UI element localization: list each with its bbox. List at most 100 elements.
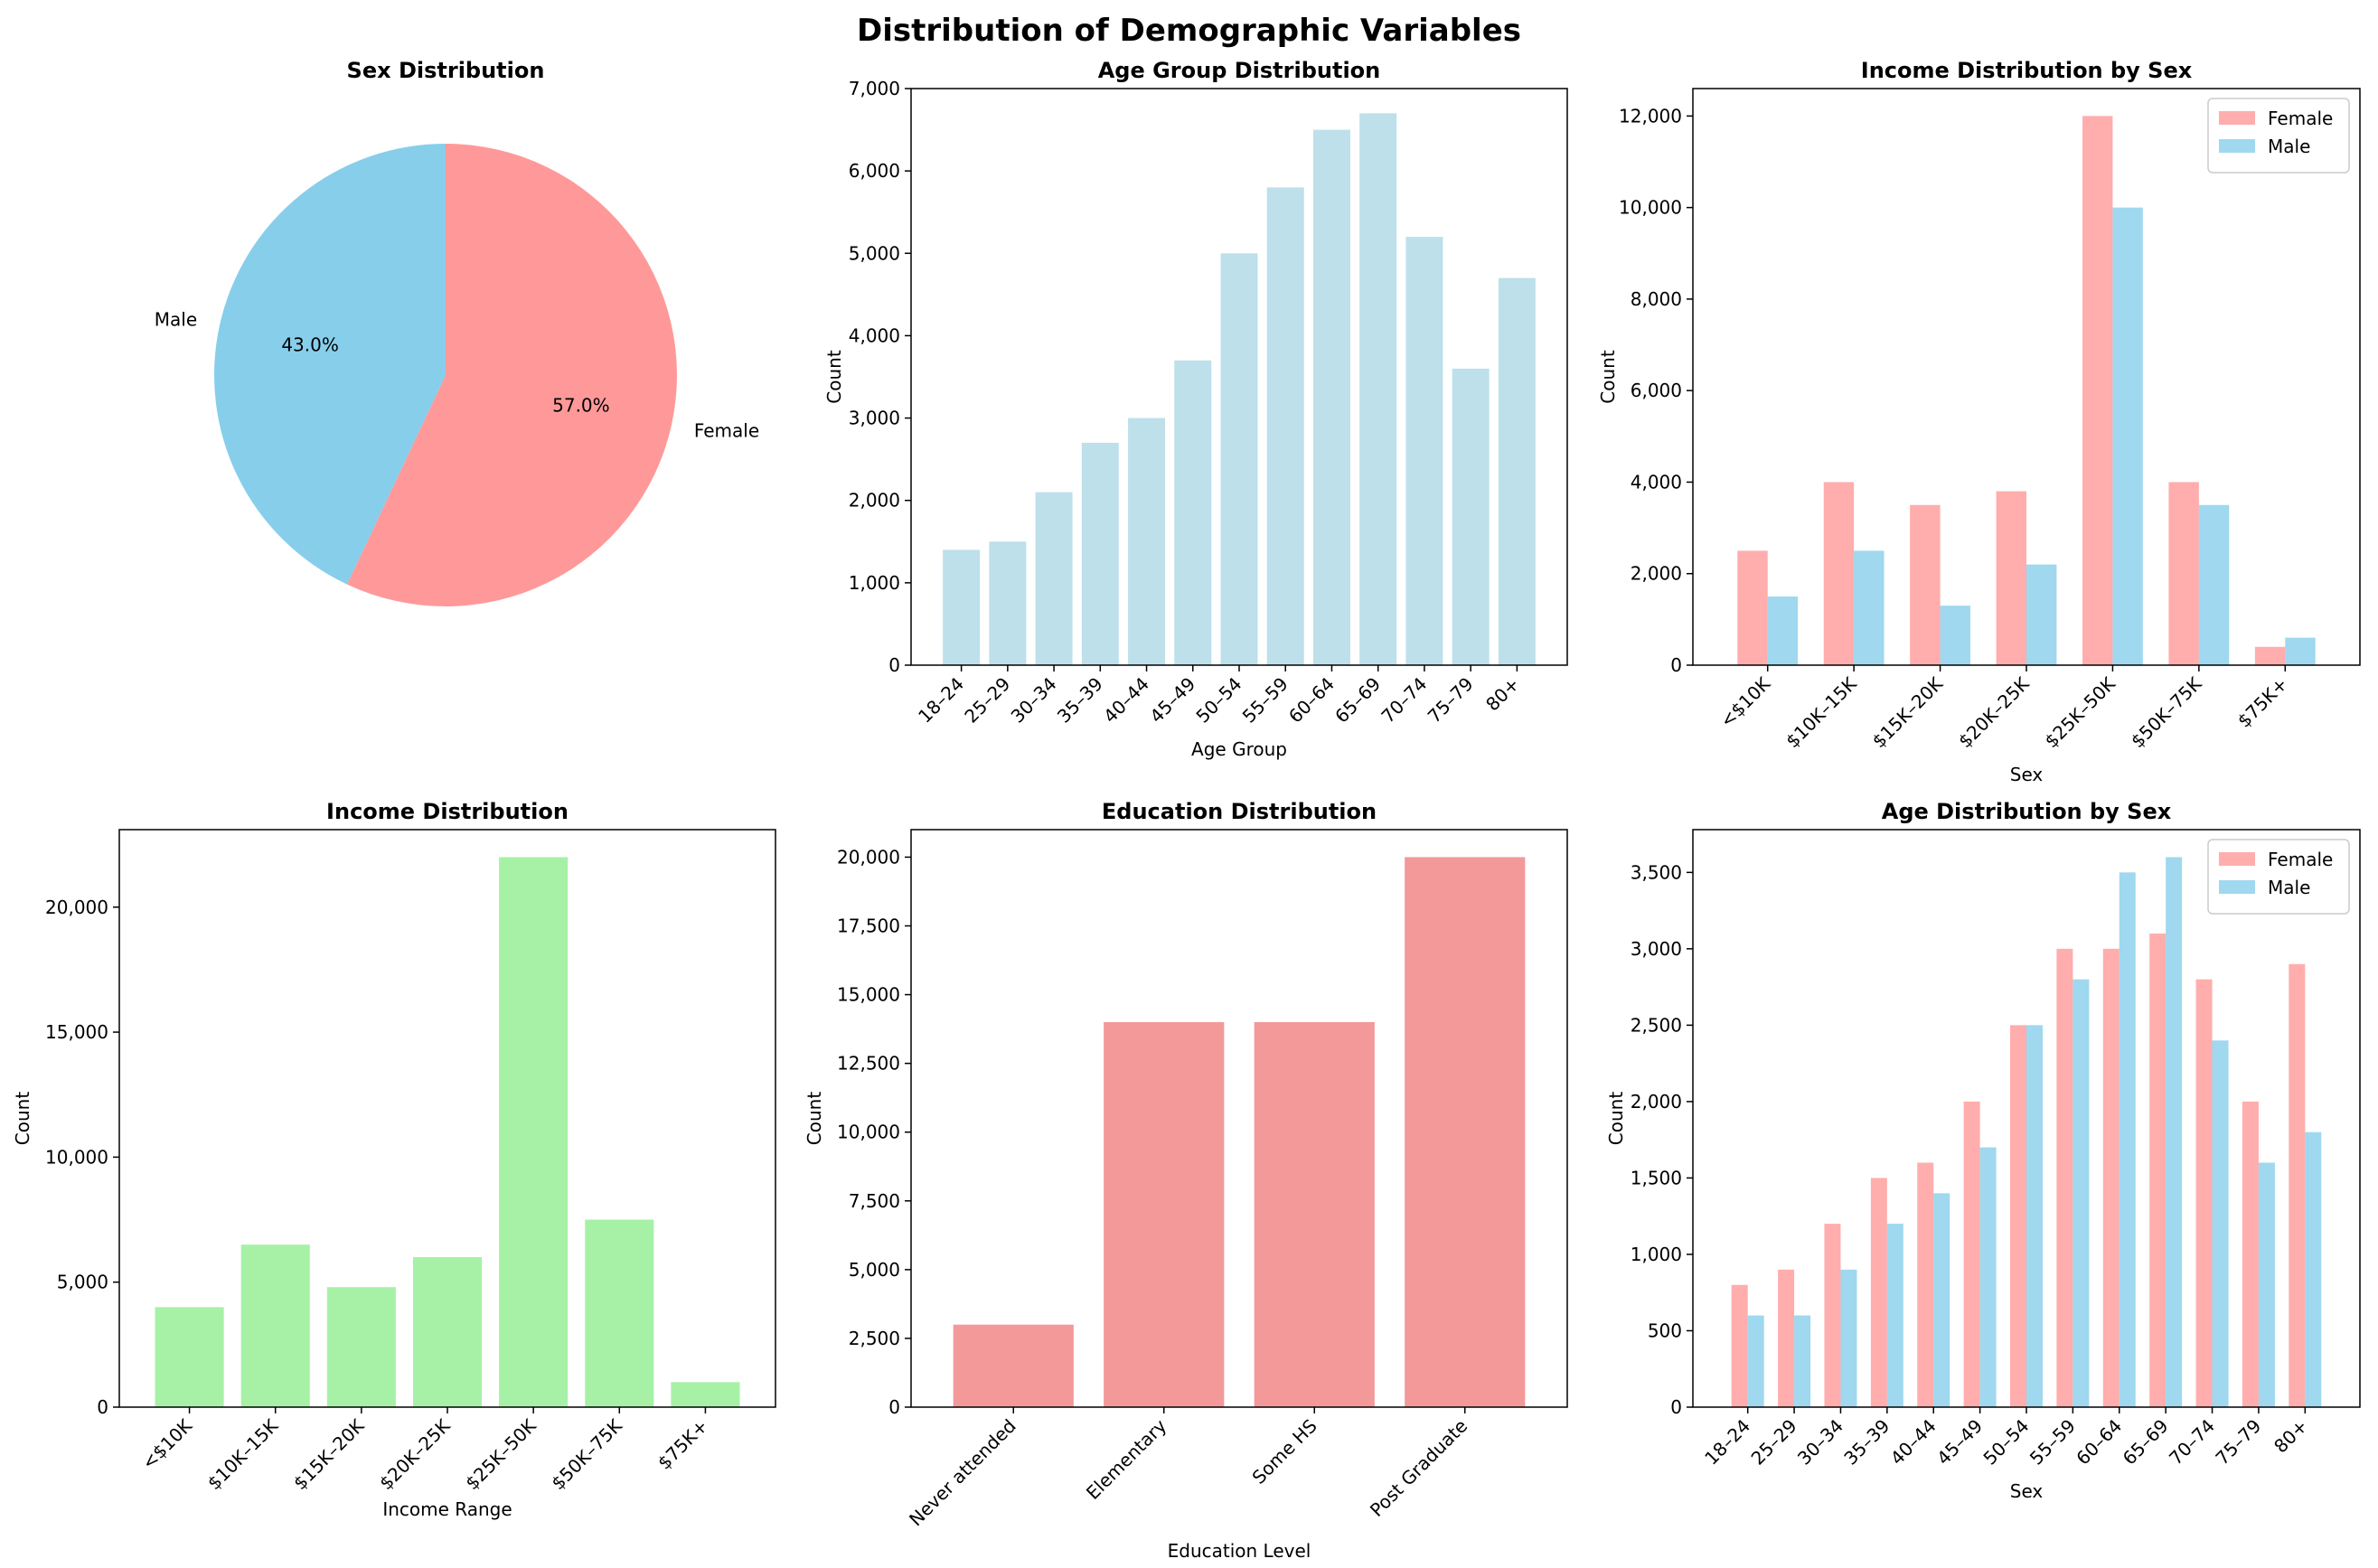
bar-male-2 [1940,606,1970,665]
chart-age: Age Group Distribution 18–2425–2930–3435–… [823,58,1568,760]
legend: Female Male [2207,98,2350,174]
axes-frame [118,829,776,1408]
x-tick-label: Some HS [1248,1415,1321,1488]
legend-swatch-male [2219,139,2255,153]
legend-label-female: Female [2268,108,2333,129]
bar-3 [1405,857,1526,1407]
pie-pct-label: 57.0% [552,395,610,417]
bar-male-6 [2026,1025,2043,1407]
x-tick-label: $15K–20K [289,1414,369,1494]
bar-7 [1266,187,1304,665]
bar-male-4 [2112,207,2143,665]
bar-11 [1452,368,1490,665]
x-tick-label: 75–79 [2211,1415,2265,1469]
y-tick-label: 2,000 [1631,1091,1682,1113]
bar-male-6 [2285,637,2316,665]
y-tick-label: 5,000 [849,1259,900,1281]
x-tick-label: 25–29 [960,673,1014,728]
y-tick-label: 12,000 [1619,105,1682,127]
bar-male-3 [2026,564,2057,665]
bar-12 [1498,277,1536,665]
y-tick-label: 6,000 [1631,380,1682,401]
bar-6 [671,1382,740,1407]
x-tick-label: $20K–25K [1954,672,2034,752]
y-tick-label: 3,000 [849,408,900,429]
chart-title: Age Group Distribution [1098,58,1381,83]
x-tick-label: 45–49 [1932,1415,1987,1469]
x-tick-label: Post Graduate [1366,1415,1471,1521]
x-tick-label: 80+ [1481,673,1524,716]
y-tick-label: 6,000 [849,160,900,182]
bar-male-0 [1747,1315,1764,1407]
x-tick-label: 65–69 [1330,673,1385,728]
bar-1 [1104,1022,1225,1407]
y-tick-label: 7,500 [849,1190,900,1212]
x-tick-label: $10K–15K [203,1414,283,1494]
y-axis-label: Count [823,350,845,404]
y-tick-label: 15,000 [837,984,900,1006]
axes-frame [1692,829,2361,1408]
chart-title: Age Distribution by Sex [1882,799,2172,824]
x-tick-label: 40–44 [1099,673,1153,728]
x-tick-label: 70–74 [1377,673,1431,728]
bar-female-12 [2289,963,2306,1407]
chart-title: Income Distribution [326,799,569,824]
bar-10 [1405,237,1443,665]
bar-2 [326,1287,396,1407]
chart-income_sex: Income Distribution by Sex<$10K $10K–15K $… [1597,58,2361,785]
y-axis-label: Count [1605,1092,1627,1146]
bar-female-0 [1737,550,1768,665]
bar-8 [1312,129,1350,666]
x-axis-label: Education Level [1168,1540,1311,1562]
x-tick-label: 80+ [2270,1415,2312,1458]
legend-swatch-male [2219,880,2255,894]
bar-female-2 [1910,504,1941,665]
y-tick-label: 0 [888,1396,900,1418]
bar-1 [989,541,1027,665]
bar-female-2 [1824,1224,1841,1407]
x-tick-label: $50K–75K [547,1414,626,1494]
x-tick-label: 45–49 [1145,673,1199,728]
legend-swatch-female [2219,852,2255,866]
x-tick-label: <$10K [137,1414,197,1474]
bar-female-3 [1996,491,2026,665]
bar-5 [1174,360,1212,665]
x-tick-label: 60–64 [2072,1415,2126,1469]
bar-male-0 [1767,596,1799,665]
y-tick-label: 15,000 [45,1021,108,1043]
x-tick-label: 18–24 [1700,1415,1754,1469]
bar-male-12 [2305,1131,2322,1407]
bar-female-4 [2082,116,2113,665]
bar-male-11 [2258,1162,2275,1407]
y-tick-label: 0 [97,1396,108,1418]
y-tick-label: 1,000 [1631,1244,1682,1265]
x-tick-label: $75K+ [2233,673,2292,732]
pie-slice-male [214,144,446,585]
y-tick-label: 20,000 [837,846,900,868]
bar-male-3 [1886,1224,1903,1407]
bar-male-5 [2198,504,2230,665]
axes-frame [1692,88,2361,666]
chart-title: Income Distribution by Sex [1861,58,2193,83]
pie-pct-label: 43.0% [281,333,339,355]
pie-slice-female [347,144,677,606]
bar-female-10 [2195,979,2213,1407]
bar-2 [1035,492,1073,665]
x-tick-label: 18–24 [914,673,968,728]
bar-female-9 [2149,933,2167,1407]
bar-male-10 [2212,1040,2229,1407]
y-tick-label: 2,000 [849,490,900,512]
y-axis-label: Count [12,1092,33,1146]
x-tick-label: 75–79 [1424,673,1478,728]
chart-title: Sex Distribution [347,58,545,83]
bar-female-0 [1731,1284,1748,1407]
bar-3 [1081,442,1119,665]
x-tick-label: 30–34 [1007,673,1061,728]
chart-education: Education Distribution Never attended Elem… [804,799,1568,1562]
y-tick-label: 500 [1648,1319,1682,1341]
bar-0 [943,549,981,665]
bar-male-9 [2166,857,2183,1407]
x-tick-label: 25–29 [1747,1415,1801,1469]
y-tick-label: 2,500 [1631,1014,1682,1036]
